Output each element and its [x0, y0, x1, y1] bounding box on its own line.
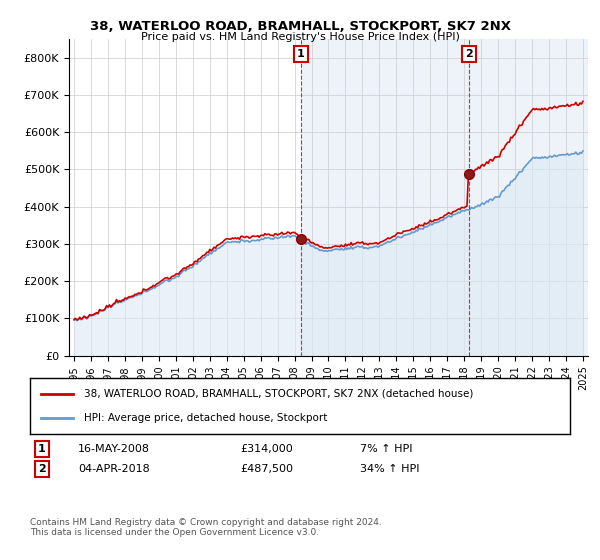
Bar	[301, 39, 469, 356]
Text: 38, WATERLOO ROAD, BRAMHALL, STOCKPORT, SK7 2NX (detached house): 38, WATERLOO ROAD, BRAMHALL, STOCKPORT, …	[84, 389, 473, 399]
Text: 04-APR-2018: 04-APR-2018	[78, 464, 150, 474]
Text: HPI: Average price, detached house, Stockport: HPI: Average price, detached house, Stoc…	[84, 413, 328, 423]
Text: 2: 2	[465, 49, 473, 59]
Text: 1: 1	[297, 49, 305, 59]
Text: 34% ↑ HPI: 34% ↑ HPI	[360, 464, 419, 474]
Text: 38, WATERLOO ROAD, BRAMHALL, STOCKPORT, SK7 2NX: 38, WATERLOO ROAD, BRAMHALL, STOCKPORT, …	[89, 20, 511, 32]
Text: 1: 1	[38, 444, 46, 454]
Text: 2: 2	[38, 464, 46, 474]
Text: 16-MAY-2008: 16-MAY-2008	[78, 444, 150, 454]
Text: £314,000: £314,000	[240, 444, 293, 454]
Text: £487,500: £487,500	[240, 464, 293, 474]
Bar	[469, 39, 588, 356]
Text: Contains HM Land Registry data © Crown copyright and database right 2024.
This d: Contains HM Land Registry data © Crown c…	[30, 518, 382, 538]
Text: Price paid vs. HM Land Registry's House Price Index (HPI): Price paid vs. HM Land Registry's House …	[140, 32, 460, 43]
Text: 7% ↑ HPI: 7% ↑ HPI	[360, 444, 413, 454]
